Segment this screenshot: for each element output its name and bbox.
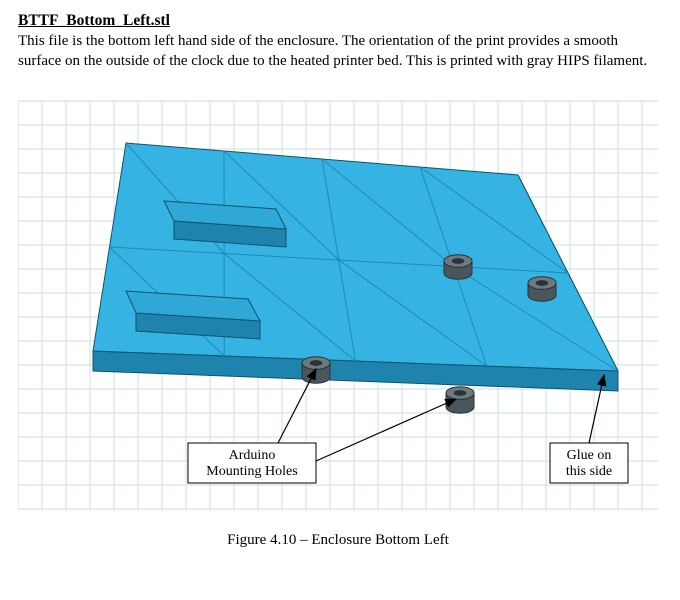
svg-text:this side: this side: [566, 464, 612, 479]
file-name-heading: BTTF_Bottom_Left.stl: [18, 12, 662, 30]
figure-container: ArduinoMounting Holes Glue onthis side Fi…: [18, 83, 658, 549]
svg-text:Arduino: Arduino: [229, 448, 276, 463]
svg-text:Mounting Holes: Mounting Holes: [206, 464, 297, 479]
figure-caption: Figure 4.10 – Enclosure Bottom Left: [18, 532, 658, 549]
svg-text:Glue on: Glue on: [567, 448, 612, 463]
file-description: This file is the bottom left hand side o…: [18, 32, 658, 71]
figure-render: ArduinoMounting Holes Glue onthis side: [18, 83, 658, 513]
